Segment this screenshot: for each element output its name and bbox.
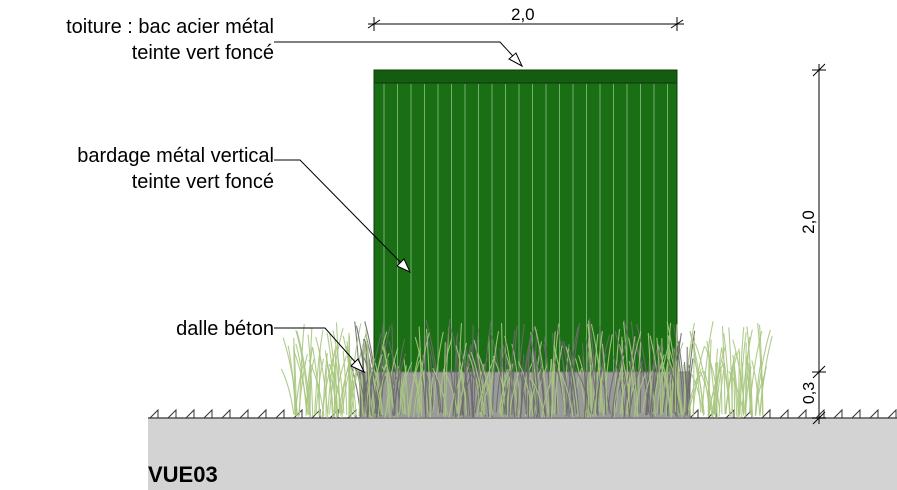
width-dimension-label: 2,0: [511, 5, 535, 24]
height-dimension: [812, 63, 826, 425]
roof: [373, 69, 678, 84]
grass: [280, 317, 773, 419]
width-dimension: [367, 17, 684, 31]
roof-label-line2: teinte vert foncé: [131, 42, 274, 64]
slab-dimension-label: 0,3: [801, 381, 819, 405]
ground: [148, 418, 897, 490]
roof-leader: [274, 41, 524, 68]
cladding-label-line1: bardage métal vertical: [77, 145, 274, 167]
roof-label-line1: toiture : bac acier métal: [66, 16, 274, 38]
slab-label: dalle béton: [176, 318, 274, 340]
view-title: VUE03: [148, 462, 218, 487]
height-dimension-label: 2,0: [798, 210, 818, 234]
cladding-label-line2: teinte vert foncé: [131, 171, 274, 193]
slab-leader: [274, 327, 366, 374]
cladding-leader: [274, 159, 412, 274]
